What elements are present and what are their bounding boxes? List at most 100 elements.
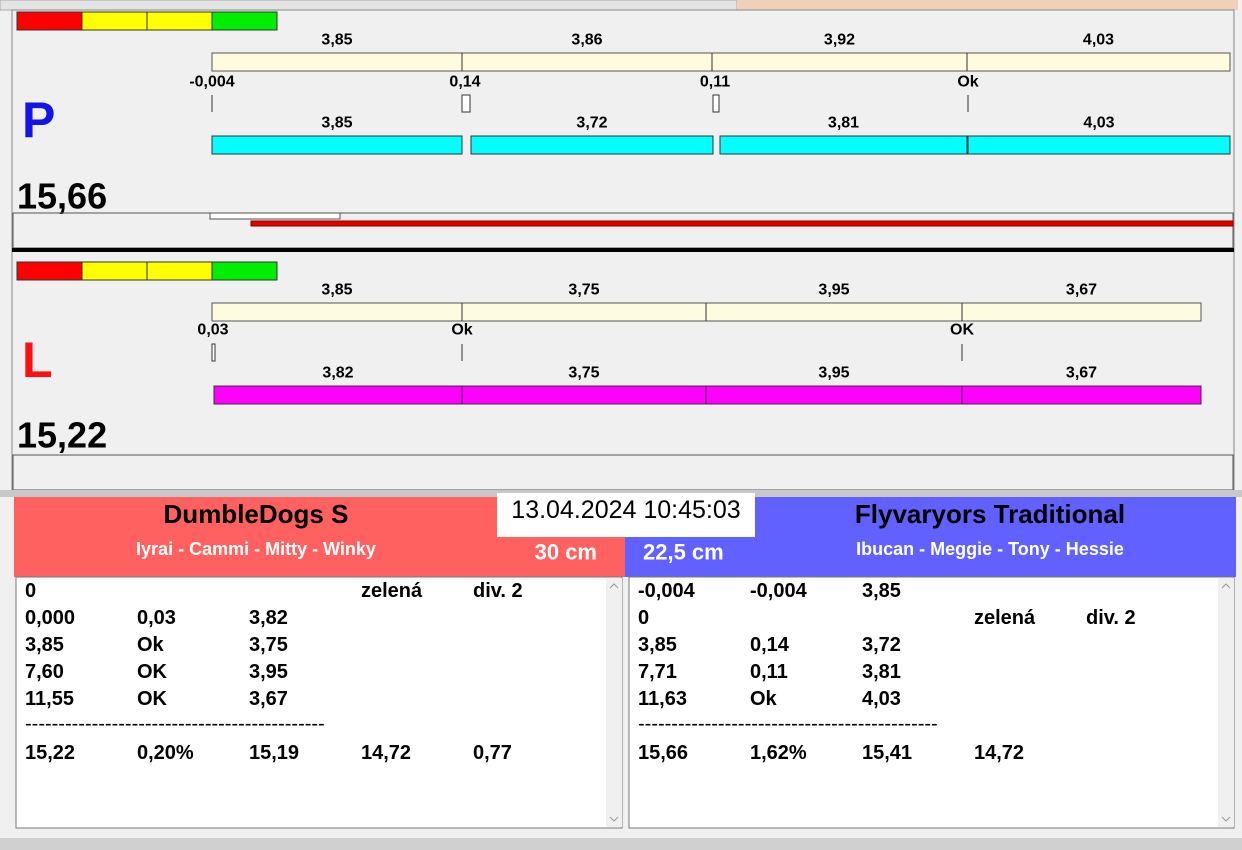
summary-cell: 15,19 bbox=[249, 742, 299, 764]
bottom-segment bbox=[719, 135, 968, 155]
gap-label: Ok bbox=[451, 322, 472, 339]
bottom-segment bbox=[961, 385, 1202, 405]
scroll-down bbox=[609, 816, 619, 822]
log-cell: div. 2 bbox=[473, 580, 523, 602]
log-separator: ----------------------------------------… bbox=[25, 713, 325, 735]
signal-light bbox=[146, 261, 213, 281]
top-time: 4,03 bbox=[1083, 32, 1114, 49]
log-cell: zelená bbox=[974, 607, 1036, 629]
log-cell: 0,14 bbox=[750, 634, 790, 656]
scroll-up bbox=[1221, 583, 1231, 589]
signal-light bbox=[211, 11, 278, 31]
top-bar bbox=[211, 52, 1231, 72]
lane-separator bbox=[12, 248, 1234, 252]
bottom-time: 3,85 bbox=[321, 115, 352, 132]
tab-strip-highlight bbox=[737, 0, 1238, 10]
log-cell: 3,85 bbox=[862, 580, 901, 602]
bottom-segment bbox=[470, 135, 714, 155]
log-cell: 3,85 bbox=[25, 634, 64, 656]
log-cell: 11,63 bbox=[638, 688, 687, 710]
scrollbar bbox=[1218, 578, 1234, 827]
lane-letter: P bbox=[22, 92, 55, 148]
timestamp: 13.04.2024 10:45:03 bbox=[511, 496, 740, 524]
gap-label: -0,004 bbox=[189, 74, 234, 91]
bottom-time: 3,95 bbox=[818, 365, 849, 382]
bottom-segment bbox=[705, 385, 963, 405]
top-time: 3,86 bbox=[571, 32, 602, 49]
summary-cell: 14,72 bbox=[361, 742, 411, 764]
gap-label: 0,14 bbox=[449, 74, 480, 91]
gap-label: OK bbox=[950, 322, 974, 339]
log-cell: 3,75 bbox=[249, 634, 288, 656]
log-cell: 3,82 bbox=[249, 607, 288, 629]
scrollbar bbox=[606, 578, 622, 827]
bottom-time: 3,81 bbox=[828, 115, 859, 132]
log-separator: ----------------------------------------… bbox=[638, 713, 938, 735]
signal-light bbox=[16, 11, 83, 31]
summary-cell: 15,66 bbox=[638, 742, 688, 764]
log-cell: OK bbox=[137, 661, 168, 683]
status-strip bbox=[0, 838, 1242, 850]
log-cell: OK bbox=[137, 688, 168, 710]
log-cell: Ok bbox=[750, 688, 778, 710]
gap-label: 0,03 bbox=[197, 322, 228, 339]
log-cell: 3,81 bbox=[862, 661, 901, 683]
lane-letter: L bbox=[22, 332, 53, 388]
top-time: 3,67 bbox=[1066, 282, 1097, 299]
top-time: 3,95 bbox=[818, 282, 849, 299]
log-cell: div. 2 bbox=[1086, 607, 1136, 629]
top-time: 3,92 bbox=[824, 32, 855, 49]
team-distance: 30 cm bbox=[535, 540, 597, 565]
bottom-segment bbox=[461, 385, 707, 405]
signal-light bbox=[146, 11, 213, 31]
signal-light bbox=[81, 11, 148, 31]
summary-cell: 14,72 bbox=[974, 742, 1024, 764]
summary-cell: 0,20% bbox=[137, 742, 194, 764]
summary-cell: 15,41 bbox=[862, 742, 912, 764]
bottom-time: 3,67 bbox=[1066, 365, 1097, 382]
gap-mark bbox=[211, 343, 216, 362]
log-cell: 7,71 bbox=[638, 661, 677, 683]
lane-total: 15,22 bbox=[17, 415, 107, 456]
team-dogs: Ibucan - Meggie - Tony - Hessie bbox=[856, 539, 1124, 559]
log-cell: 0 bbox=[638, 607, 649, 629]
timestamp-box bbox=[497, 493, 755, 537]
team-name: DumbleDogs S bbox=[164, 499, 349, 529]
bottom-time: 4,03 bbox=[1083, 115, 1114, 132]
progress-start bbox=[209, 212, 341, 220]
scroll-down bbox=[1221, 816, 1231, 822]
bottom-segment bbox=[211, 135, 463, 155]
bottom-segment bbox=[213, 385, 463, 405]
log-cell: 0,03 bbox=[137, 607, 176, 629]
bottom-time: 3,82 bbox=[322, 365, 353, 382]
lane-box bbox=[12, 454, 1234, 491]
log-panel bbox=[628, 576, 1235, 829]
top-time: 3,85 bbox=[321, 32, 352, 49]
log-cell: zelená bbox=[361, 580, 423, 602]
bottom-time: 3,75 bbox=[568, 365, 599, 382]
summary-cell: 15,22 bbox=[25, 742, 75, 764]
team-dogs: Iyrai - Cammi - Mitty - Winky bbox=[136, 539, 376, 559]
lane-total: 15,66 bbox=[17, 176, 107, 217]
log-cell: 7,60 bbox=[25, 661, 64, 683]
log-panel bbox=[15, 576, 623, 829]
log-cell: 3,95 bbox=[249, 661, 288, 683]
log-cell: 3,72 bbox=[862, 634, 901, 656]
lane-box bbox=[12, 212, 1234, 249]
log-cell: 0,11 bbox=[750, 661, 788, 683]
log-cell: Ok bbox=[137, 634, 165, 656]
bottom-segment bbox=[967, 135, 1231, 155]
gap-mark bbox=[461, 94, 471, 113]
log-cell: 11,55 bbox=[25, 688, 74, 710]
signal-light bbox=[16, 261, 83, 281]
log-cell: 0,000 bbox=[25, 607, 75, 629]
bottom-time: 3,72 bbox=[576, 115, 607, 132]
log-cell: 3,67 bbox=[249, 688, 288, 710]
log-cell: -0,004 bbox=[638, 580, 696, 602]
top-time: 3,85 bbox=[321, 282, 352, 299]
team-distance: 22,5 cm bbox=[643, 540, 724, 565]
top-time: 3,75 bbox=[568, 282, 599, 299]
signal-light bbox=[211, 261, 278, 281]
